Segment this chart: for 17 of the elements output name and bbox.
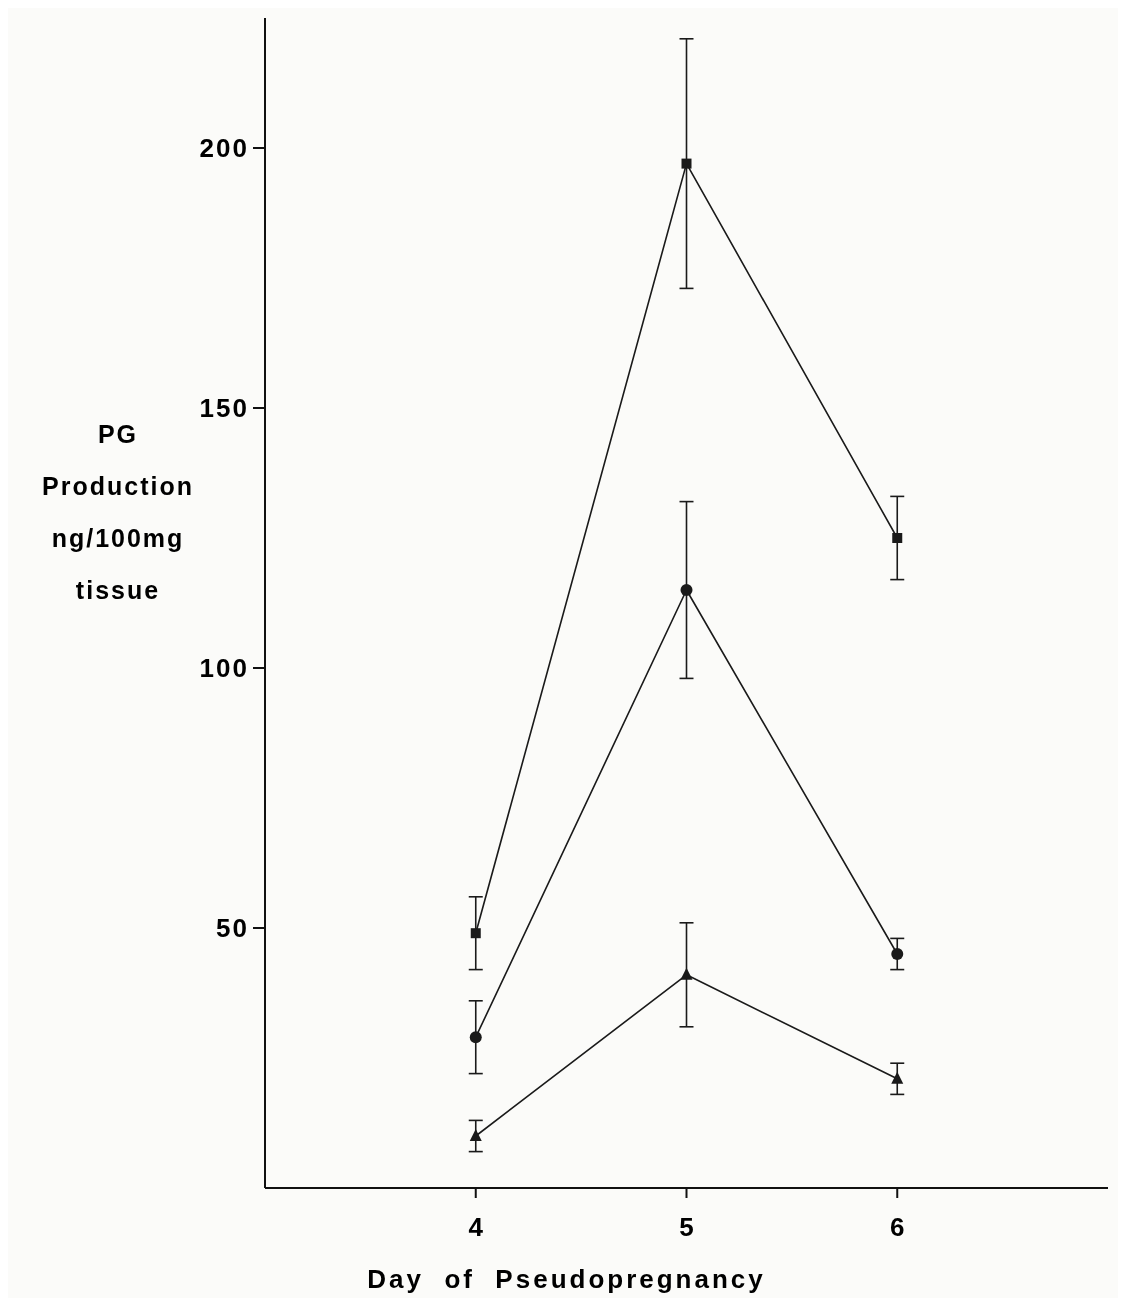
point	[891, 948, 904, 960]
point	[681, 158, 692, 169]
x-tick-label: 5	[679, 1212, 694, 1242]
x-tick-label: 6	[890, 1212, 905, 1242]
y-tick-label: 200	[199, 133, 249, 164]
y-tick-label: 150	[199, 393, 249, 424]
point	[469, 1031, 482, 1044]
point	[891, 1071, 904, 1084]
y-tick-label: 50	[216, 913, 249, 944]
x-axis-title: Day of Pseudopregnancy	[367, 1264, 766, 1294]
point	[470, 928, 481, 939]
y-axis-title: PG Production ng/100mg tissue	[42, 420, 194, 604]
point	[892, 533, 903, 543]
point	[680, 584, 693, 596]
point	[469, 1129, 482, 1141]
y-tick-label: 100	[199, 653, 249, 684]
x-tick-label: 4	[468, 1212, 484, 1242]
